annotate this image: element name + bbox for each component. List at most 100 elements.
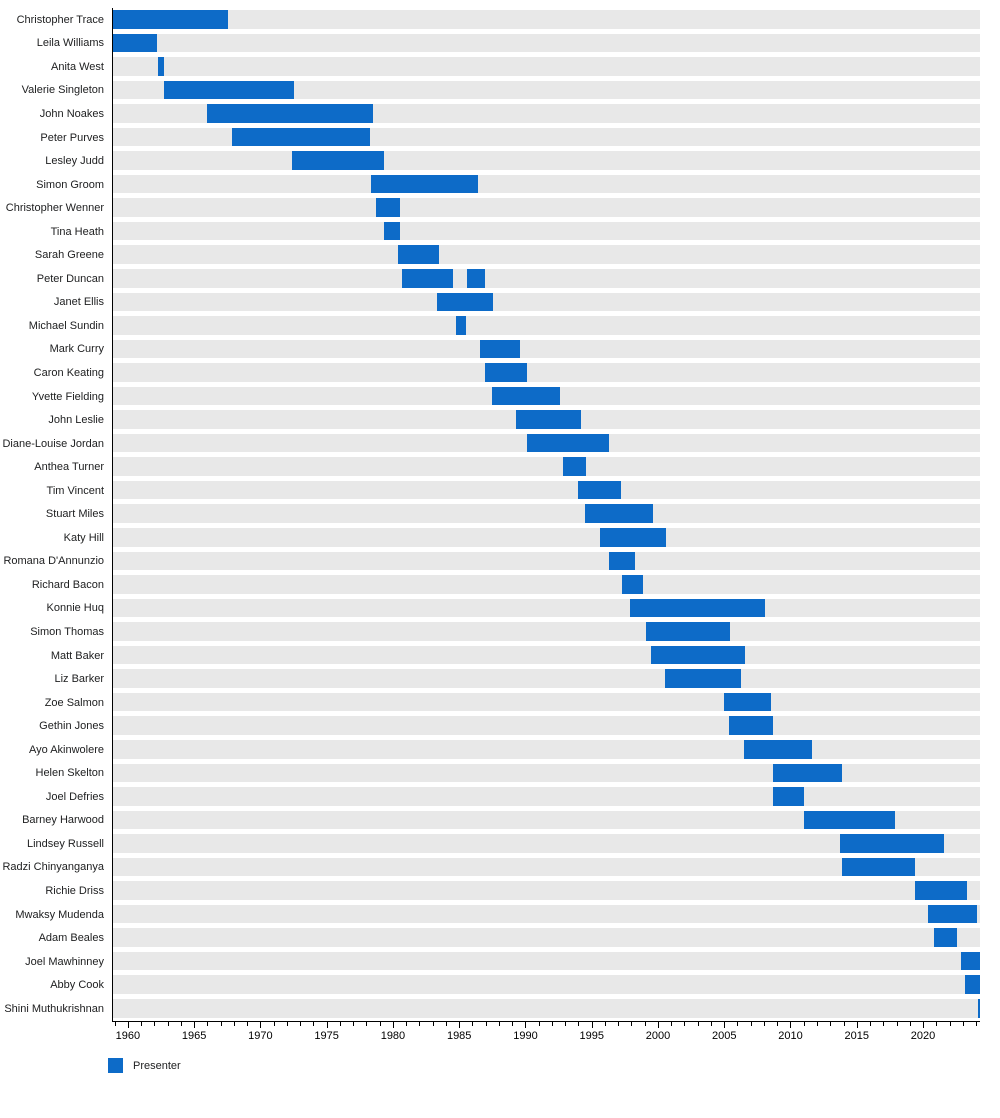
presenter-bar — [480, 339, 521, 359]
presenter-row: Peter Duncan — [0, 267, 1000, 291]
legend-presenter-swatch — [108, 1058, 123, 1073]
x-axis-tick-label: 1965 — [181, 1030, 207, 1042]
presenter-row: Helen Skelton — [0, 762, 1000, 786]
x-axis-minor-tick — [671, 1022, 673, 1026]
presenter-bar — [630, 598, 766, 618]
presenter-label: Anthea Turner — [34, 461, 104, 474]
row-band — [112, 33, 980, 53]
x-axis-minor-tick — [286, 1022, 288, 1026]
presenter-bar — [577, 480, 621, 500]
x-axis-minor-tick — [220, 1022, 222, 1026]
presenter-row: Katy Hill — [0, 526, 1000, 550]
x-axis-tick-label: 1985 — [446, 1030, 472, 1042]
x-axis-minor-tick — [976, 1022, 978, 1026]
row-band — [112, 810, 980, 830]
presenter-row: Sarah Greene — [0, 243, 1000, 267]
x-axis-tick-label: 1995 — [579, 1030, 604, 1042]
x-axis-tick-label: 2010 — [778, 1030, 803, 1042]
row-band — [112, 622, 980, 641]
x-axis-minor-tick — [353, 1022, 355, 1026]
presenter-row: John Leslie — [0, 408, 1000, 432]
x-axis-minor-tick — [618, 1022, 620, 1026]
row-band — [112, 480, 980, 500]
row-band — [112, 904, 980, 924]
presenter-bar — [401, 269, 453, 288]
presenter-row: Simon Groom — [0, 173, 1000, 197]
presenter-row: Lindsey Russell — [0, 832, 1000, 856]
presenter-row: Zoe Salmon — [0, 691, 1000, 715]
x-axis-major-tick — [591, 1022, 593, 1028]
x-axis-tick-label: 1980 — [380, 1030, 406, 1042]
presenter-label: Abby Cook — [50, 979, 104, 992]
presenter-row: Mark Curry — [0, 338, 1000, 362]
presenter-label: Lindsey Russell — [26, 837, 104, 850]
legend: Presenter — [108, 1058, 181, 1073]
x-axis-minor-tick — [472, 1022, 474, 1026]
presenter-label: Valerie Singleton — [21, 84, 104, 97]
row-band — [112, 316, 980, 335]
x-axis-minor-tick — [273, 1022, 275, 1026]
presenter-bar — [158, 57, 164, 76]
presenter-label: Richard Bacon — [31, 578, 104, 591]
presenter-bar — [436, 292, 493, 312]
x-axis-minor-tick — [141, 1022, 143, 1026]
x-axis-major-tick — [194, 1022, 196, 1028]
presenter-row: Tina Heath — [0, 220, 1000, 244]
presenter-label: Barney Harwood — [22, 814, 104, 827]
presenter-label: Adam Beales — [38, 932, 104, 945]
presenter-label: Simon Thomas — [30, 625, 104, 638]
presenter-row: Stuart Miles — [0, 502, 1000, 526]
row-band — [112, 363, 980, 382]
row-band — [112, 339, 980, 359]
x-axis-minor-tick — [432, 1022, 434, 1026]
row-band — [112, 245, 980, 265]
presenter-label: Tim Vincent — [46, 484, 104, 497]
presenter-row: Abby Cook — [0, 973, 1000, 997]
x-axis-tick-label: 2000 — [645, 1030, 671, 1042]
x-axis-minor-tick — [512, 1022, 514, 1026]
presenter-bar — [622, 575, 644, 594]
presenter-bar — [585, 504, 653, 524]
row-band — [112, 928, 980, 947]
presenter-label: Gethin Jones — [39, 720, 104, 733]
presenter-bar — [231, 127, 370, 147]
row-band — [112, 834, 980, 853]
row-band — [112, 433, 980, 453]
x-axis-tick-label: 2015 — [844, 1030, 869, 1042]
presenter-row: John Noakes — [0, 102, 1000, 126]
presenter-label: Lesley Judd — [45, 155, 104, 168]
x-axis-major-tick — [260, 1022, 262, 1028]
x-axis-major-tick — [790, 1022, 792, 1028]
row-band — [112, 504, 980, 524]
presenter-row: Tim Vincent — [0, 479, 1000, 503]
x-axis-minor-tick — [909, 1022, 911, 1026]
presenter-label: Yvette Fielding — [31, 390, 104, 403]
presenter-bar — [961, 951, 980, 971]
presenter-label: John Noakes — [39, 107, 104, 120]
x-axis-tick-label: 1990 — [513, 1030, 538, 1042]
x-axis-minor-tick — [551, 1022, 553, 1026]
presenter-bar — [744, 739, 812, 759]
presenter-label: Simon Groom — [36, 178, 104, 191]
presenter-bar — [562, 457, 587, 476]
row-band — [112, 669, 980, 688]
x-axis-minor-tick — [631, 1022, 633, 1026]
presenter-bar — [646, 622, 731, 641]
presenter-bar — [397, 245, 439, 265]
presenter-row: Adam Beales — [0, 926, 1000, 950]
x-axis-tick-label: 1975 — [314, 1030, 339, 1042]
presenter-bar — [163, 80, 295, 100]
presenter-label: Diane-Louise Jordan — [2, 437, 104, 450]
row-band — [112, 645, 980, 665]
presenter-bar — [292, 151, 385, 170]
row-band — [112, 221, 980, 241]
presenter-label: Ayo Akinwolere — [28, 743, 104, 756]
x-axis-minor-tick — [949, 1022, 951, 1026]
presenter-row: Mwaksy Mudenda — [0, 903, 1000, 927]
x-axis-minor-tick — [114, 1022, 116, 1026]
row-band — [112, 575, 980, 594]
presenter-row: Konnie Huq — [0, 597, 1000, 621]
presenter-label: Peter Duncan — [36, 272, 104, 285]
x-axis-minor-tick — [697, 1022, 699, 1026]
chart-rows: Christopher Trace Leila Williams Anita Wes… — [0, 8, 1000, 1021]
